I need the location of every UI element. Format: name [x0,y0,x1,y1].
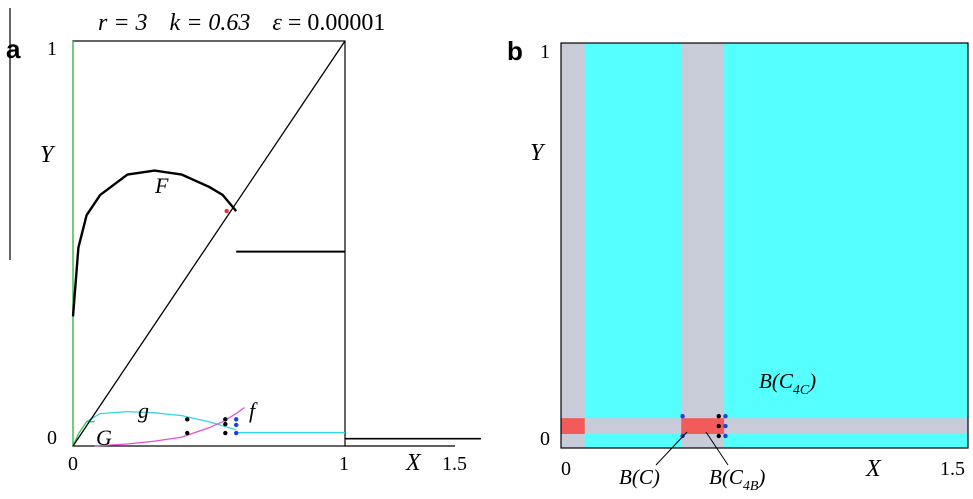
panel-b-ytick-0: 0 [540,428,550,450]
series-g [86,410,237,431]
panel-b-frame [560,42,969,449]
point-6 [234,422,239,428]
point-2 [223,417,228,422]
point-5 [723,414,728,419]
point-2 [716,414,721,419]
curve-label-g: g [138,398,149,423]
panel-a-xtick-1: 1 [339,453,349,475]
series-diagonal [72,40,346,447]
title-k: k = 0.63 [170,10,251,36]
leader-line-B-C [655,431,688,466]
point-7 [723,433,728,439]
title-eps-symbol: ε [272,10,282,36]
vertical-strip-1 [681,43,725,448]
curve-label-f: f [249,398,258,423]
point-4 [223,430,228,436]
red-square-0 [560,418,585,435]
series-F [71,169,238,317]
region-label-B-C4B: B(C4B) [709,465,765,494]
horizontal-strip-2 [561,418,968,435]
series-G [72,421,95,447]
point-3 [716,423,721,429]
title-r: r = 3 [98,10,148,36]
region-label-B-C4C: B(C4C) [759,369,816,398]
panel-b-letter: b [507,36,523,66]
title-eps-value: = 0.00001 [288,10,386,36]
vertical-strip-0 [560,43,585,448]
panel-b-ytick-1: 1 [540,41,550,63]
panel-a-ylabel: Y [40,142,56,168]
region-label-B-C: B(C) [619,465,660,489]
point-3 [223,421,228,427]
panel-a-xlabel: X [405,450,422,476]
series-f [94,406,245,447]
panel-b-content [560,42,969,449]
panel-b-plot: 1 0 0 1.5 Y X B(C4C) B(C) B(C4B) [530,41,969,494]
panel-a-ytick-1: 1 [47,38,57,60]
panel-b-xlabel: X [865,456,882,482]
panel-a-xtick-1-5: 1.5 [442,453,467,475]
panel-a-ytick-0: 0 [47,427,57,449]
panel-a-xtick-0: 0 [68,453,78,475]
point-5 [234,417,239,422]
panel-a-letter: a [6,34,21,64]
chart-title: r = 3 k = 0.63 ε = 0.00001 [98,10,385,36]
curve-label-G: G [96,425,112,450]
panel-a-content [71,40,481,447]
panel-b-xtick-0: 0 [561,458,571,480]
panel-a-plot: 1 0 0 1 1.5 Y X F g f G [40,38,481,476]
point-1 [185,430,190,436]
point-0 [185,417,190,422]
panel-b-ylabel: Y [530,140,546,166]
leader-line-B-C4B [705,431,729,466]
point-7 [234,430,239,436]
basin-background [561,43,968,448]
point-6 [723,423,728,429]
curve-label-F: F [154,173,169,198]
red-square-1 [681,418,725,435]
point-4 [716,433,721,439]
point-0 [680,414,685,419]
point-8 [224,208,229,214]
panel-b-xtick-1-5: 1.5 [940,458,965,480]
